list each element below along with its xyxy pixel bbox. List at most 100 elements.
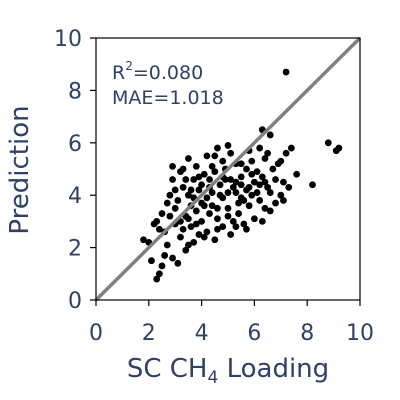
data-point-134: [179, 165, 187, 173]
data-point-112: [171, 186, 179, 194]
data-point-106: [248, 157, 256, 165]
data-point-116: [237, 181, 245, 189]
data-point-103: [285, 183, 293, 191]
y-tick-label-4: 8: [68, 79, 82, 104]
data-point-9: [293, 170, 301, 178]
data-point-94: [243, 225, 250, 233]
data-point-99: [161, 252, 169, 259]
data-point-61: [190, 176, 198, 183]
data-point-7: [282, 149, 290, 157]
data-point-119: [198, 181, 206, 189]
data-point-17: [214, 144, 221, 152]
data-point-120: [224, 212, 232, 220]
data-point-40: [187, 223, 195, 231]
data-point-63: [200, 170, 208, 178]
data-point-128: [185, 215, 192, 223]
data-point-32: [153, 275, 161, 283]
data-point-15: [237, 160, 245, 168]
y-tick-label-0: 0: [68, 289, 82, 314]
data-point-91: [195, 231, 203, 238]
data-point-31: [155, 270, 163, 278]
data-point-70: [237, 173, 245, 181]
y-tick-label-5: 10: [54, 27, 82, 52]
data-point-96: [182, 246, 190, 254]
data-point-88: [166, 212, 174, 220]
data-point-72: [248, 170, 256, 178]
data-point-56: [272, 199, 279, 207]
data-point-74: [258, 173, 266, 181]
data-point-19: [192, 162, 200, 170]
data-point-142: [261, 178, 269, 186]
data-point-87: [245, 183, 253, 191]
data-point-11: [280, 178, 287, 186]
data-point-73: [253, 189, 261, 196]
data-point-43: [203, 228, 211, 236]
data-point-55: [266, 189, 274, 196]
data-point-46: [219, 223, 227, 231]
data-point-3: [332, 147, 340, 155]
data-point-54: [261, 204, 269, 212]
data-point-69: [232, 189, 240, 196]
data-point-45: [214, 215, 221, 223]
data-point-104: [277, 157, 285, 165]
data-point-101: [155, 225, 163, 233]
data-point-5: [266, 131, 274, 139]
data-point-83: [203, 194, 211, 202]
data-point-90: [179, 225, 187, 233]
x-tick-label-2: 4: [195, 321, 209, 346]
data-point-52: [251, 215, 258, 223]
x-axis-title: SC CH4 Loading: [127, 354, 329, 388]
data-point-105: [261, 155, 269, 162]
data-point-10: [309, 181, 316, 189]
data-point-92: [211, 236, 219, 244]
data-point-109: [208, 162, 216, 170]
data-point-35: [163, 241, 171, 249]
data-point-95: [258, 218, 266, 225]
data-point-84: [214, 204, 221, 212]
data-point-110: [195, 173, 203, 181]
data-point-1: [324, 139, 332, 147]
data-point-23: [163, 199, 171, 207]
data-point-89: [171, 204, 179, 212]
data-point-139: [216, 191, 224, 199]
data-point-122: [266, 207, 274, 215]
data-point-102: [272, 176, 279, 183]
data-point-44: [208, 202, 216, 210]
data-point-108: [219, 157, 227, 165]
mae-annotation: MAE=1.018: [112, 87, 224, 109]
data-point-16: [227, 149, 235, 157]
data-point-66: [216, 181, 224, 189]
data-point-36: [177, 233, 184, 241]
data-point-27: [150, 220, 158, 228]
data-point-37: [185, 241, 192, 249]
data-point-132: [256, 144, 264, 152]
data-point-97: [190, 238, 198, 246]
data-point-75: [264, 183, 271, 191]
data-point-51: [245, 202, 253, 210]
data-point-125: [192, 220, 200, 228]
y-axis-title: Prediction: [5, 105, 35, 234]
data-point-47: [224, 204, 232, 212]
x-tick-label-3: 6: [247, 321, 261, 346]
data-point-22: [169, 176, 176, 183]
x-tick-label-0: 0: [89, 321, 103, 346]
data-point-28: [140, 236, 147, 244]
x-tick-label-5: 10: [346, 321, 374, 346]
data-point-18: [203, 152, 211, 160]
data-point-59: [179, 183, 187, 191]
data-point-135: [169, 162, 176, 170]
data-point-113: [166, 191, 174, 199]
data-point-62: [195, 186, 203, 194]
data-point-50: [240, 220, 248, 228]
data-point-34: [174, 259, 182, 267]
data-point-140: [232, 178, 240, 186]
identity-reference-line: [94, 36, 362, 302]
data-point-86: [235, 199, 242, 207]
data-point-77: [208, 189, 216, 196]
data-point-57: [277, 191, 285, 199]
data-point-114: [206, 176, 213, 183]
data-point-123: [280, 197, 287, 204]
data-point-48: [229, 218, 237, 225]
data-point-131: [243, 165, 250, 173]
